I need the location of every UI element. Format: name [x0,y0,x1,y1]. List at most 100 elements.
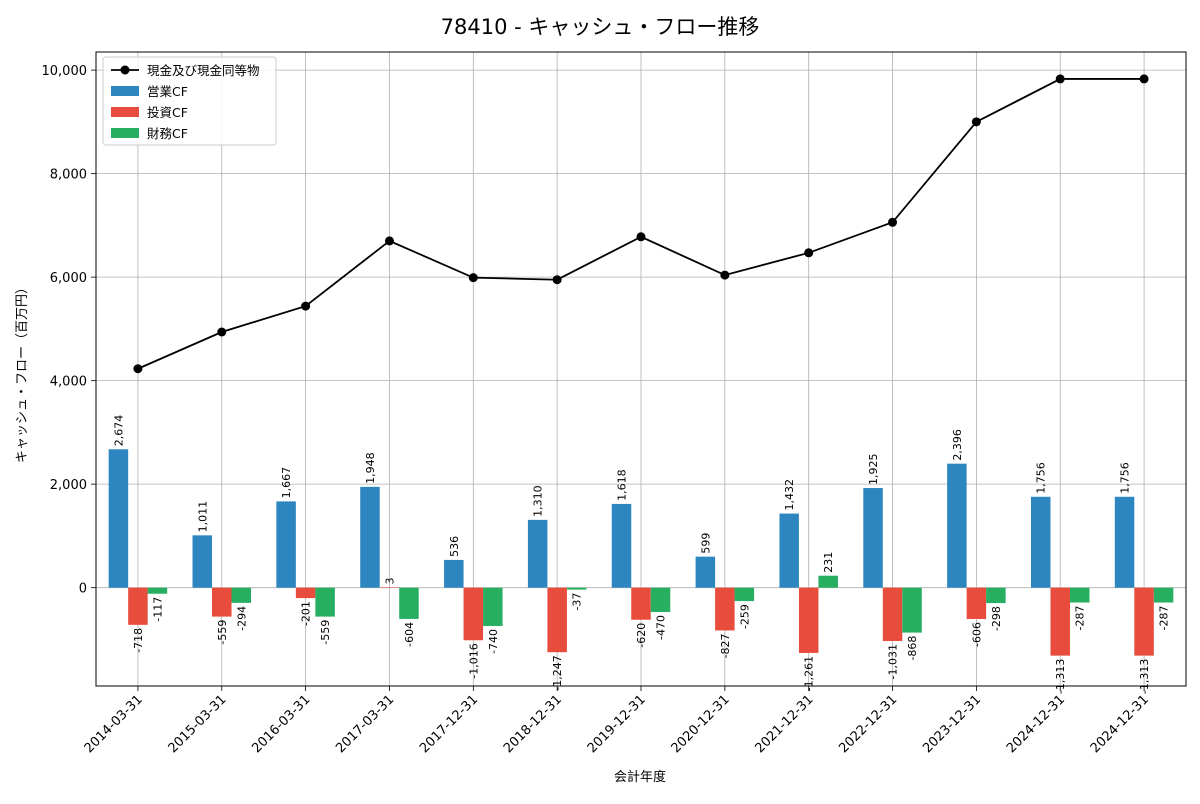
bar-value-label: -298 [990,606,1003,631]
cash-point [971,117,981,127]
cash-point [636,232,646,242]
cash-line [133,74,1149,374]
cash-point [133,364,143,374]
bar-2 [1050,587,1070,656]
bar-3 [818,575,838,588]
legend-box [102,56,277,146]
bar-value-label: -559 [319,620,332,645]
x-tick-label: 2022-12-31 [836,692,900,756]
y-tick-label: 6,000 [50,271,87,286]
cash-point [804,248,814,258]
bar-3 [147,587,168,594]
legend-bar-swatch [111,86,139,96]
bar-1 [863,488,883,588]
bar-value-label: -868 [906,636,919,661]
bar-value-label: -1,016 [467,643,480,678]
x-axis-label: 会計年度 [614,769,666,785]
bar-1 [192,535,213,588]
cash-point [468,273,478,283]
bar-1 [360,486,380,588]
bar-value-label: -740 [487,629,500,654]
bar-2 [882,587,903,642]
bar-1 [611,503,632,588]
y-tick-label: 2,000 [50,478,87,493]
y-tick-label: 8,000 [50,168,87,183]
y-tick-label: 10,000 [42,64,88,79]
x-tick-label: 2018-12-31 [501,692,565,756]
axes: 0 2,000 4,000 6,000 8,000 10,000 2014-03-31 201… [42,64,1152,756]
legend-bar-swatch [111,107,139,117]
bar-1 [1030,496,1051,588]
bar-value-label: -37 [571,593,584,611]
cash-point [552,275,562,285]
x-tick-label: 2024-12-31 [1004,692,1068,756]
legend-label: 財務CF [147,126,188,141]
x-tick-label: 2021-12-31 [752,692,816,756]
bar-value-label: -604 [403,622,416,647]
x-tick-label: 2023-12-31 [920,692,984,756]
bar-3 [231,587,252,603]
bar-2 [798,587,819,653]
x-tick-label: 2015-03-31 [166,692,230,756]
bar-value-label: 3 [383,578,396,585]
x-tick-label: 2019-12-31 [585,692,649,756]
bar-value-label: -606 [970,622,983,647]
bar-value-label: -201 [300,601,313,626]
cash-point [720,270,730,280]
bar-value-label: -559 [216,620,229,645]
bar-value-label: 536 [448,536,461,557]
bar-2 [715,587,735,631]
bar-value-label: -620 [635,623,648,648]
bar-value-label: -1,247 [551,655,564,690]
bar-3 [399,587,419,619]
bar-1 [276,501,296,588]
bar-value-label: 2,674 [112,415,125,447]
gridlines [96,52,1186,686]
bar-value-label: -718 [132,628,145,653]
legend-label: 現金及び現金同等物 [147,63,260,78]
bar-value-label: -1,031 [887,644,900,679]
bar-value-label: 1,310 [532,485,545,517]
bar-value-label: -1,313 [1138,659,1151,694]
bar-3 [650,587,671,612]
bar-1 [108,449,129,588]
bar-value-label: -294 [235,606,248,631]
bar-value-label: 1,925 [867,454,880,486]
bar-1 [1114,496,1135,588]
cash-point [1055,74,1065,84]
legend-label: 営業CF [147,84,188,99]
bar-1 [695,556,716,588]
bar-value-label: 1,011 [196,501,209,533]
bar-value-label: 1,948 [364,452,377,484]
bar-value-label: -1,313 [1054,659,1067,694]
bar-2 [212,587,232,617]
bar-value-label: -287 [1074,606,1087,631]
bar-3 [483,587,503,626]
bar-value-label: -1,261 [803,656,816,691]
bar-value-label: 1,756 [1035,462,1048,494]
legend-marker [120,65,130,75]
x-tick-label: 2017-03-31 [333,692,397,756]
cash-point [1139,74,1149,84]
y-axis-label: キャッシュ・フロー（百万円） [15,281,30,463]
bar-value-label: 599 [699,533,712,554]
bar-2 [547,587,567,653]
x-tick-label: 2016-03-31 [249,692,313,756]
cash-point [217,327,227,337]
bar-value-label: -259 [738,604,751,629]
x-tick-label: 2014-03-31 [82,692,146,756]
bar-2 [1134,587,1154,656]
bar-value-label: 1,432 [783,479,796,511]
bar-2 [379,587,400,589]
bar-2 [463,587,484,641]
bar-value-label: 1,756 [1119,462,1132,494]
bar-3 [902,587,922,633]
bar-3 [1153,587,1174,603]
bar-2 [128,587,148,625]
bar-3 [986,587,1006,604]
cash-point [888,217,898,227]
bar-value-label: 1,618 [616,469,629,501]
